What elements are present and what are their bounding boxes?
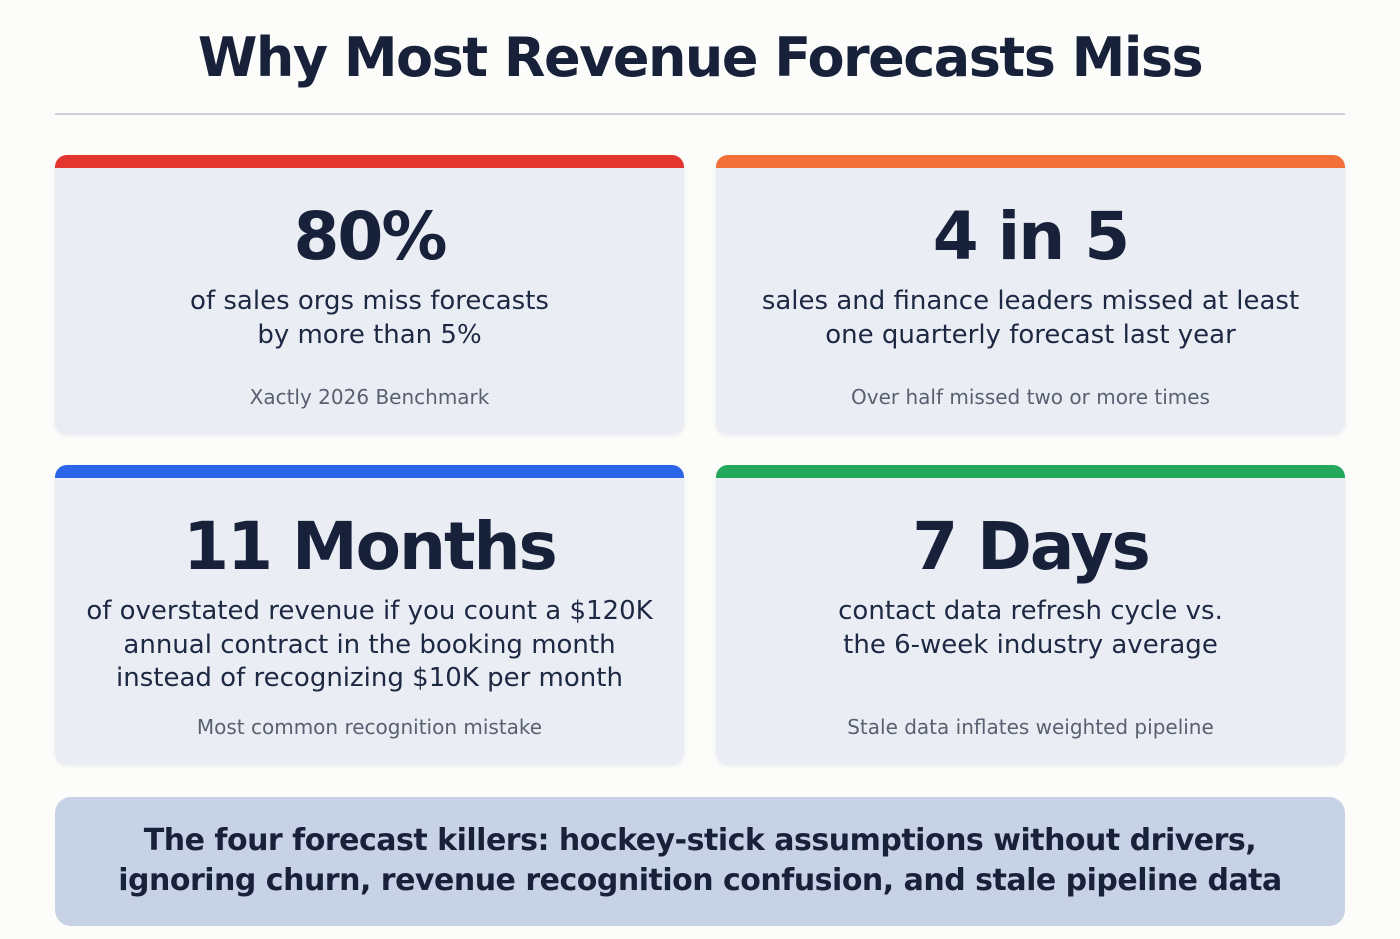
card-description: of sales orgs miss forecasts by more tha…: [190, 286, 549, 350]
card-accent-bar-blue: [55, 465, 684, 478]
stat-card-overstated-revenue: 11 Months of overstated revenue if you c…: [55, 465, 684, 765]
card-stat: 80%: [293, 198, 448, 275]
summary-text: The four forecast killers: hockey-stick …: [118, 823, 1282, 898]
card-stat: 4 in 5: [932, 198, 1130, 275]
card-caption: Most common recognition mistake: [196, 715, 543, 739]
card-accent-bar-orange: [716, 155, 1345, 168]
card-caption: Over half missed two or more times: [851, 385, 1210, 409]
stat-card-miss-rate: 80% of sales orgs miss forecasts by more…: [55, 155, 684, 435]
title-divider: [55, 113, 1345, 115]
stat-card-leaders-missed: 4 in 5 sales and finance leaders missed …: [716, 155, 1345, 435]
card-caption: Stale data inflates weighted pipeline: [847, 715, 1214, 739]
card-stat: 11 Months: [183, 508, 558, 585]
card-description: of overstated revenue if you count a $12…: [86, 596, 653, 693]
card-description: contact data refresh cycle vs. the 6-wee…: [838, 596, 1223, 660]
card-caption: Xactly 2026 Benchmark: [249, 385, 490, 409]
page-title: Why Most Revenue Forecasts Miss: [197, 26, 1204, 89]
stats-grid: 80% of sales orgs miss forecasts by more…: [55, 155, 1345, 765]
summary-banner: The four forecast killers: hockey-stick …: [55, 797, 1345, 927]
card-stat: 7 Days: [912, 508, 1151, 585]
card-description: sales and finance leaders missed at leas…: [761, 286, 1300, 350]
card-accent-bar-green: [716, 465, 1345, 478]
stat-card-data-refresh: 7 Days contact data refresh cycle vs. th…: [716, 465, 1345, 765]
card-accent-bar-red: [55, 155, 684, 168]
